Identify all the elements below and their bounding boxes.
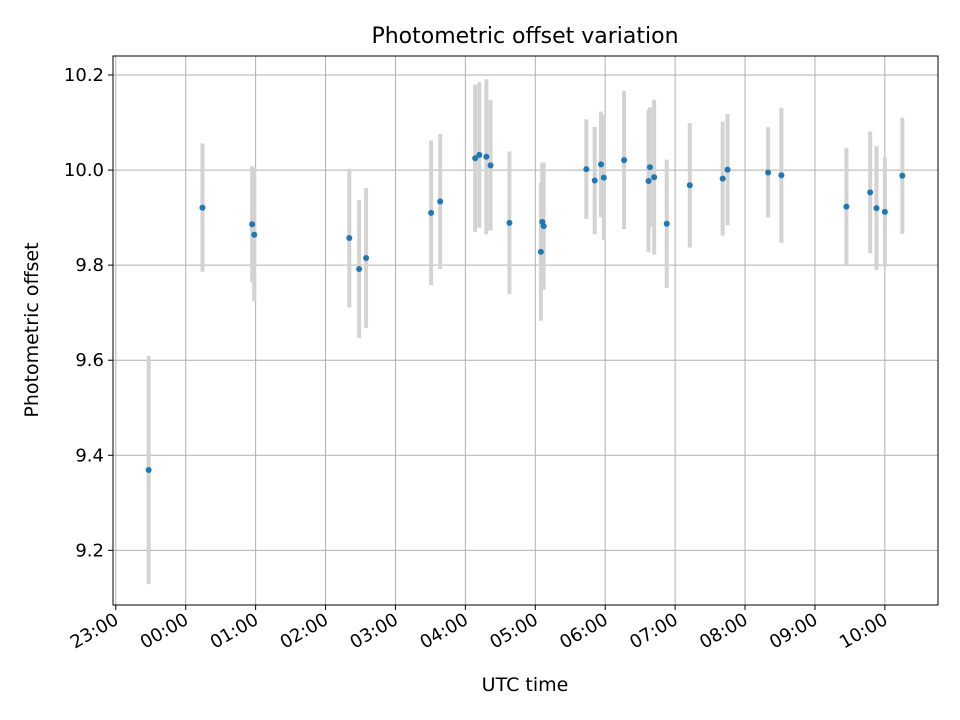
chart-title: Photometric offset variation (371, 24, 678, 49)
y-tick-label: 10.2 (64, 65, 104, 86)
data-point (199, 204, 206, 211)
y-tick-label: 9.6 (75, 350, 104, 371)
data-point (651, 174, 658, 181)
data-point (765, 169, 772, 176)
data-point (583, 166, 590, 173)
data-point (873, 205, 880, 212)
y-axis: 9.2 9.4 9.6 9.8 10.0 10.2 (64, 65, 113, 561)
y-tick-label: 9.4 (75, 445, 104, 466)
data-point (437, 198, 444, 205)
data-point (663, 220, 670, 227)
data-point (600, 174, 607, 181)
data-point (881, 208, 888, 215)
data-point (598, 161, 605, 168)
data-point (145, 467, 152, 474)
data-point (591, 177, 598, 184)
data-point (356, 265, 363, 272)
y-tick-label: 9.2 (75, 540, 104, 561)
data-point (540, 223, 547, 230)
data-point (487, 162, 494, 169)
x-axis-label: UTC time (482, 674, 569, 696)
y-axis-label: Photometric offset (21, 242, 43, 417)
data-point (251, 231, 258, 238)
data-point (346, 235, 353, 242)
plot-frame (112, 55, 939, 606)
data-point (686, 182, 693, 189)
data-point (899, 172, 906, 179)
data-point (867, 189, 874, 196)
data-point (476, 151, 483, 158)
data-point (483, 153, 490, 160)
data-point (645, 178, 652, 185)
data-point (363, 255, 370, 262)
data-point (506, 219, 513, 226)
data-point (428, 209, 435, 216)
y-tick-label: 9.8 (75, 255, 104, 276)
data-point (778, 172, 785, 179)
y-tick-label: 10.0 (64, 160, 104, 181)
data-point (537, 248, 544, 255)
data-point (249, 221, 256, 228)
data-points (145, 151, 906, 474)
data-point (843, 203, 850, 210)
data-point (646, 164, 653, 171)
data-point (621, 157, 628, 164)
data-point (724, 166, 731, 173)
data-point (472, 155, 479, 162)
data-point (719, 175, 726, 182)
